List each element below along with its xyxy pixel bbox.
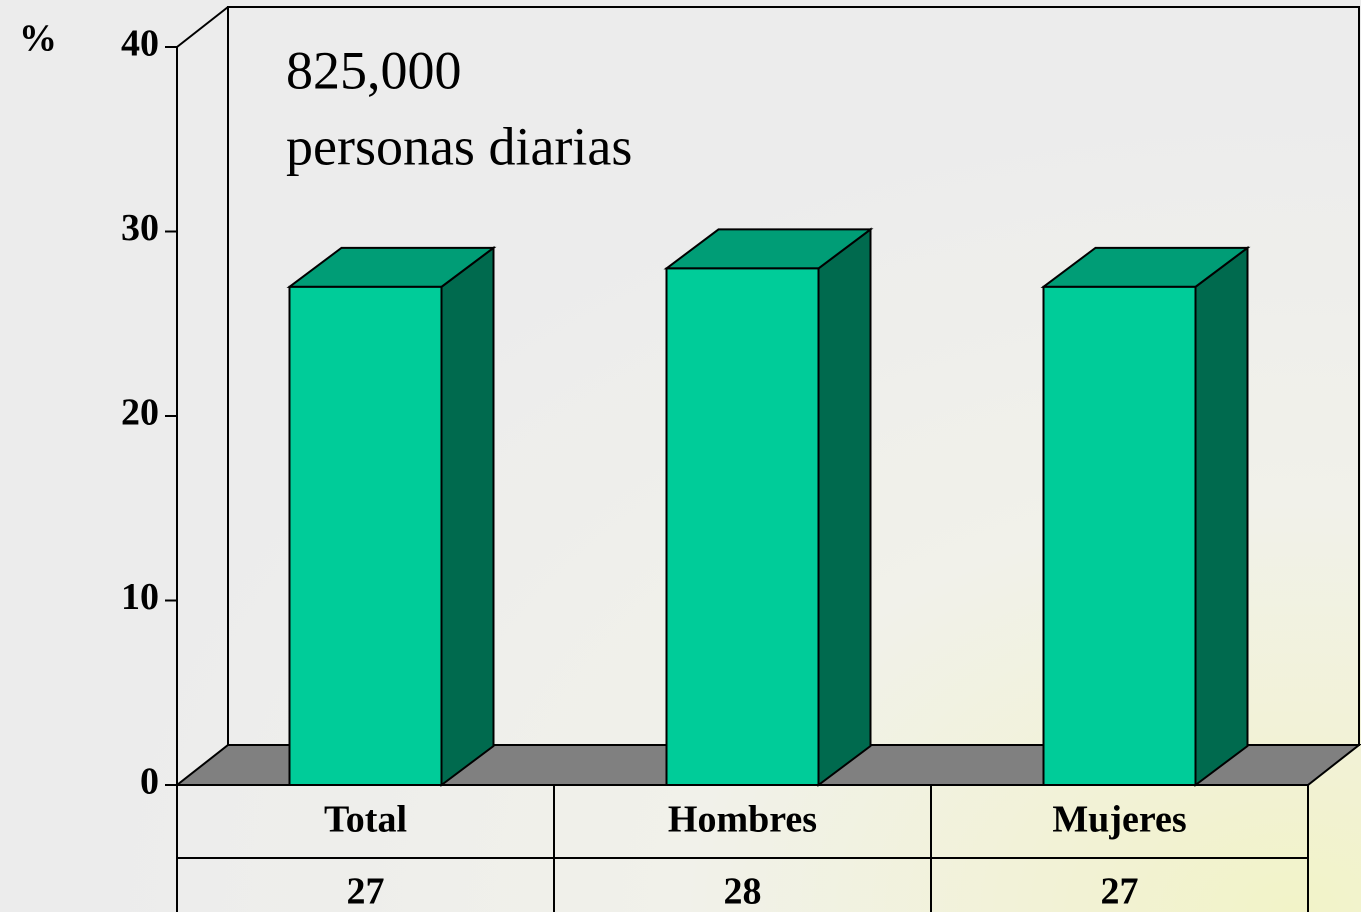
bar <box>1042 285 1197 786</box>
y-tick-label: 10 <box>121 576 159 618</box>
bar-side <box>817 227 872 787</box>
category-label: Hombres <box>668 799 817 841</box>
bar <box>665 267 820 786</box>
category-label: Mujeres <box>1052 799 1186 841</box>
value-label: 27 <box>1101 871 1139 912</box>
annotation: personas diarias <box>286 116 632 176</box>
category-label: Total <box>324 799 407 841</box>
y-tick-label: 30 <box>121 207 159 249</box>
bar-side <box>440 245 495 787</box>
y-axis-label: % <box>19 18 57 60</box>
axis-edge <box>176 6 229 48</box>
bar <box>288 285 443 786</box>
value-label: 28 <box>724 871 762 912</box>
y-tick-label: 0 <box>140 761 159 803</box>
y-tick-label: 40 <box>121 23 159 65</box>
y-tick-label: 20 <box>121 392 159 434</box>
value-label: 27 <box>347 871 385 912</box>
annotation: 825,000 <box>286 40 462 100</box>
plot: 0 10 20 30 40 Total 27 Hombres 28 Mujeres 27 <box>121 6 1361 912</box>
bar-side <box>1194 245 1249 787</box>
